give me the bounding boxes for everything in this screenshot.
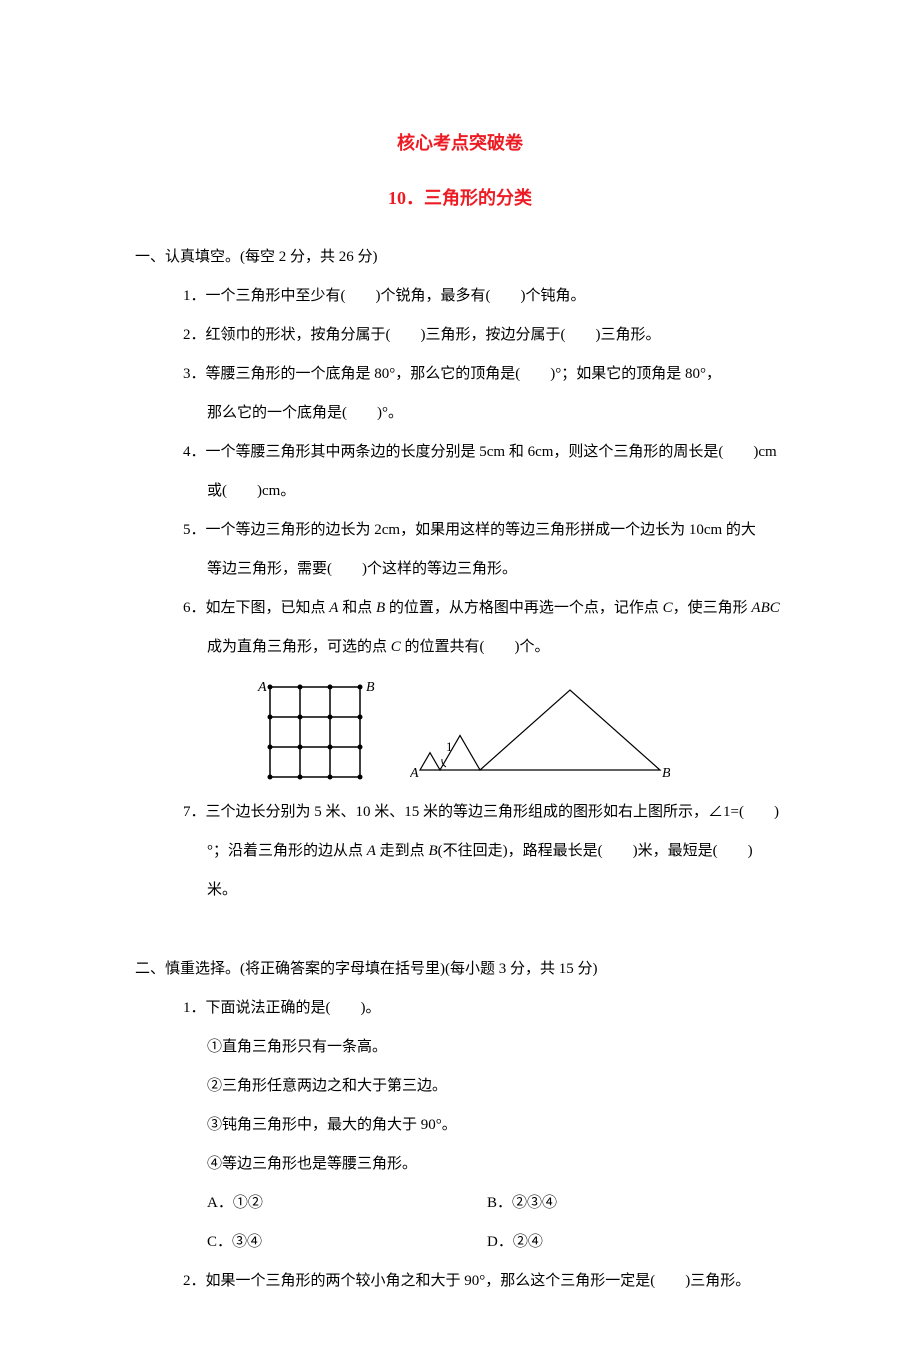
grid-figure: A B — [250, 675, 380, 785]
figures-row: A B A B 1 — [135, 675, 785, 785]
q6a-C: C — [663, 600, 673, 616]
q6a-t3: 的位置，从方格图中再选一个点，记作点 — [385, 600, 663, 616]
opt-C: C．③④ — [207, 1223, 487, 1262]
q6a-t4: ，使三角形 — [673, 600, 752, 616]
q2-1-row2: C．③④ D．②④ — [135, 1223, 785, 1262]
q2-1-opt2: ②三角形任意两边之和大于第三边。 — [135, 1067, 785, 1106]
grid-label-A: A — [257, 680, 267, 695]
q6a-t2: 和点 — [338, 600, 376, 616]
q1-1: 1．一个三角形中至少有( )个锐角，最多有( )个钝角。 — [159, 277, 785, 316]
q1-5a: 5．一个等边三角形的边长为 2cm，如果用这样的等边三角形拼成一个边长为 10c… — [159, 511, 785, 550]
tri-label-A: A — [410, 766, 419, 781]
q2-1-row1: A．①② B．②③④ — [135, 1184, 785, 1223]
q7b-t1: °；沿着三角形的边从点 — [207, 843, 367, 859]
q6a-ABC: ABC — [751, 600, 779, 616]
triangles-figure: A B 1 — [410, 685, 670, 785]
q7b-t2: 走到点 — [376, 843, 429, 859]
q1-6a: 6．如左下图，已知点 A 和点 B 的位置，从方格图中再选一个点，记作点 C，使… — [159, 589, 785, 628]
q6b-C: C — [391, 639, 401, 655]
q6b-t1: 成为直角三角形，可选的点 — [207, 639, 391, 655]
opt-A: A．①② — [207, 1184, 487, 1223]
doc-subtitle: 10．三角形的分类 — [135, 175, 785, 222]
q2-1-opt4: ④等边三角形也是等腰三角形。 — [135, 1145, 785, 1184]
tri-label-B: B — [662, 766, 670, 781]
q1-5b: 等边三角形，需要( )个这样的等边三角形。 — [135, 550, 785, 589]
q7b-B: B — [428, 843, 437, 859]
q1-2: 2．红领巾的形状，按角分属于( )三角形，按边分属于( )三角形。 — [159, 316, 785, 355]
opt-B: B．②③④ — [487, 1184, 557, 1223]
doc-title: 核心考点突破卷 — [135, 120, 785, 167]
q2-1: 1．下面说法正确的是( )。 — [159, 989, 785, 1028]
q1-7c: 米。 — [135, 871, 785, 910]
q2-1-opt1: ①直角三角形只有一条高。 — [135, 1028, 785, 1067]
q6a-t1: 6．如左下图，已知点 — [183, 600, 329, 616]
q7b-A: A — [367, 843, 376, 859]
q1-4a: 4．一个等腰三角形其中两条边的长度分别是 5cm 和 6cm，则这个三角形的周长… — [159, 433, 785, 472]
q1-7b: °；沿着三角形的边从点 A 走到点 B(不往回走)，路程最长是( )米，最短是(… — [135, 832, 785, 871]
q1-3b: 那么它的一个底角是( )°。 — [135, 394, 785, 433]
q1-4b: 或( )cm。 — [135, 472, 785, 511]
q1-3a: 3．等腰三角形的一个底角是 80°，那么它的顶角是( )°；如果它的顶角是 80… — [159, 355, 785, 394]
q1-6b: 成为直角三角形，可选的点 C 的位置共有( )个。 — [135, 628, 785, 667]
q6a-B: B — [376, 600, 385, 616]
section-1-header: 一、认真填空。(每空 2 分，共 26 分) — [135, 238, 785, 277]
q2-1-opt3: ③钝角三角形中，最大的角大于 90°。 — [135, 1106, 785, 1145]
opt-D: D．②④ — [487, 1223, 543, 1262]
section-2-header: 二、慎重选择。(将正确答案的字母填在括号里)(每小题 3 分，共 15 分) — [135, 950, 785, 989]
q7b-t3: (不往回走)，路程最长是( )米，最短是( ) — [438, 843, 753, 859]
grid-label-B: B — [366, 680, 375, 695]
q1-7a: 7．三个边长分别为 5 米、10 米、15 米的等边三角形组成的图形如右上图所示… — [159, 793, 785, 832]
tri-label-1: 1 — [446, 739, 453, 754]
spacer — [135, 910, 785, 940]
q6b-t2: 的位置共有( )个。 — [401, 639, 550, 655]
q2-2: 2．如果一个三角形的两个较小角之和大于 90°，那么这个三角形一定是( )三角形… — [159, 1262, 785, 1301]
